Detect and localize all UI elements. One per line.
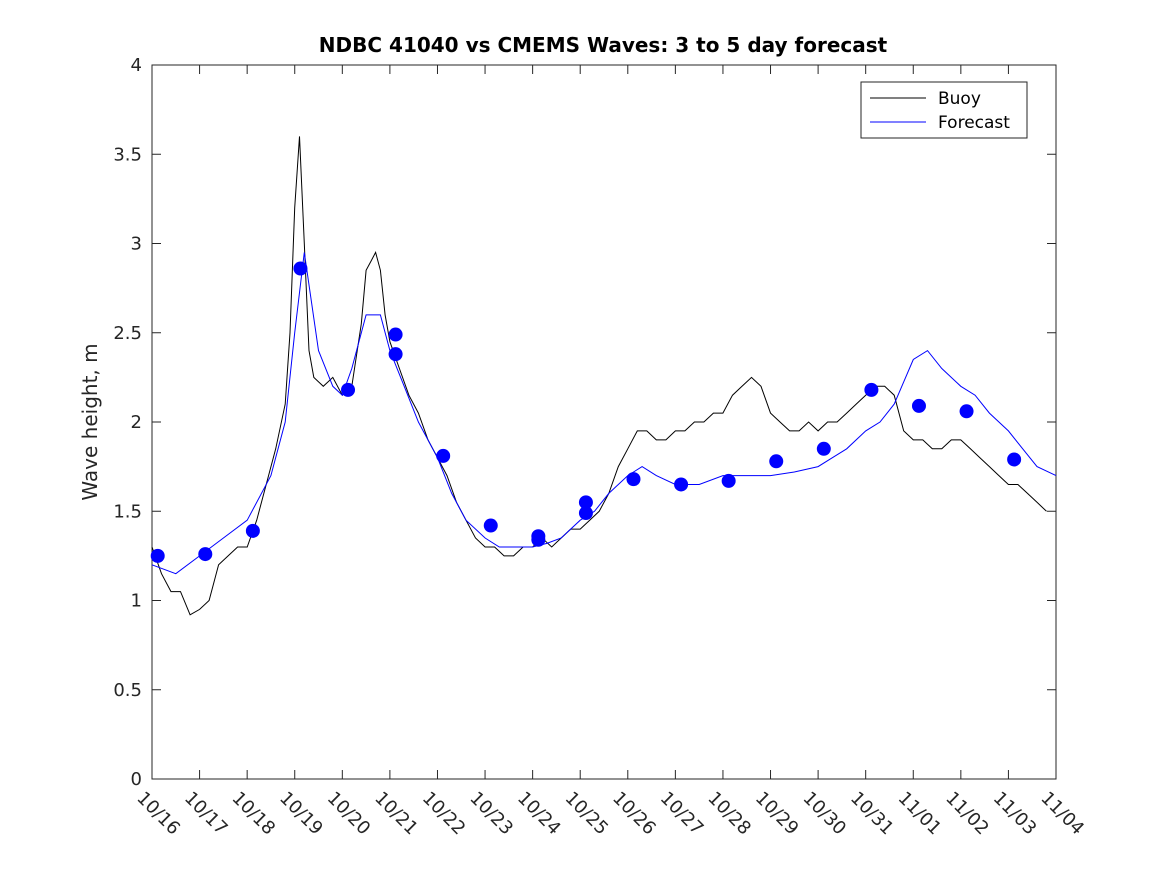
y-axis-label: Wave height, m [78,343,102,500]
y-tick-label: 1.5 [113,501,142,522]
forecast-point [388,347,403,362]
forecast-point [864,382,879,397]
x-tick-label: 10/22 [418,788,470,840]
forecast-point [578,506,593,521]
x-tick-label: 11/01 [894,788,946,840]
chart-title: NDBC 41040 vs CMEMS Waves: 3 to 5 day fo… [319,33,888,57]
y-tick-label: 1 [131,591,142,612]
y-tick-label: 3 [131,234,142,255]
x-tick-label: 11/02 [941,788,993,840]
forecast-point [769,454,784,469]
forecast-point [911,398,926,413]
forecast-point [388,327,403,342]
x-tick-label: 10/26 [608,788,660,840]
x-tick-label: 10/21 [370,788,422,840]
x-tick-label: 10/23 [466,788,518,840]
forecast-point [1007,452,1022,467]
y-tick-label: 0.5 [113,680,142,701]
x-tick-label: 10/28 [703,788,755,840]
forecast-point [816,441,831,456]
x-tick-label: 10/27 [656,788,708,840]
forecast-point [341,382,356,397]
forecast-point [198,547,213,562]
x-tick-label: 10/18 [228,788,280,840]
x-tick-label: 10/19 [275,788,327,840]
y-tick-label: 0 [131,769,142,790]
buoy-line [151,136,1047,616]
forecast-point [578,495,593,510]
x-tick-label: 10/20 [323,788,375,840]
x-tick-label: 11/04 [1036,788,1088,840]
legend-forecast-label: Forecast [938,113,1010,133]
x-tick-label: 10/25 [561,788,613,840]
y-tick-label: 3.5 [113,144,142,165]
forecast-point [721,473,736,488]
x-tick-label: 11/03 [989,788,1041,840]
y-tick-label: 2.5 [113,323,142,344]
y-tick-label: 2 [131,412,142,433]
x-tick-label: 10/31 [846,788,898,840]
forecast-point [626,472,641,487]
x-tick-label: 10/29 [751,788,803,840]
x-tick-label: 10/24 [513,788,565,840]
forecast-point [674,477,689,492]
x-tick-label: 10/16 [132,788,184,840]
forecast-point [483,518,498,533]
forecast-point [959,404,974,419]
forecast-point [436,448,451,463]
forecast-point [245,523,260,538]
plot-area: 00.511.522.533.5410/1610/1710/1810/1910/… [113,55,1088,839]
legend-box [860,81,1028,139]
forecast-point [531,532,546,547]
axes-box [151,64,1057,780]
y-tick-label: 4 [131,55,142,76]
forecast-line [151,252,1057,575]
x-tick-label: 10/30 [799,788,851,840]
legend-buoy-label: Buoy [938,89,981,109]
x-tick-label: 10/17 [180,788,232,840]
legend: Buoy Forecast [860,81,1028,139]
forecast-point [293,261,308,276]
forecast-point [150,548,165,563]
